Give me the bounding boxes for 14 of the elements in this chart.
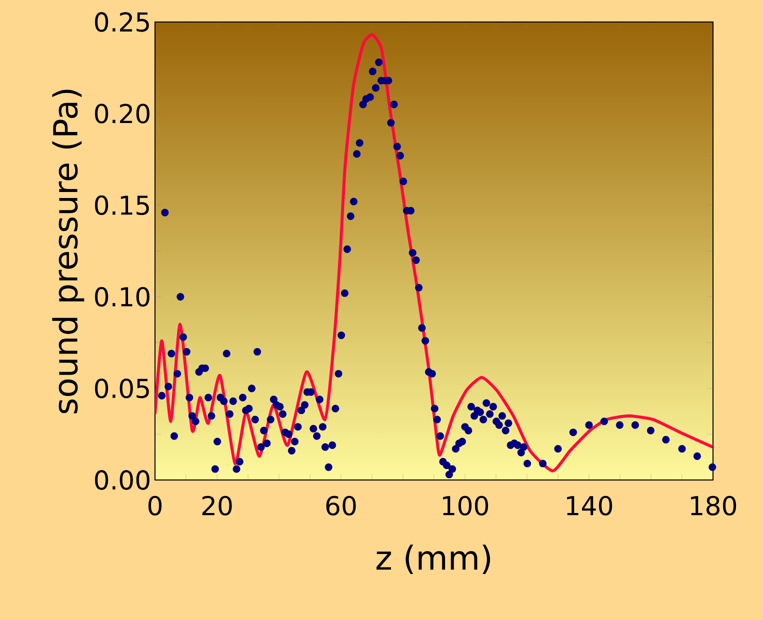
y-tick-label: 0.05 (95, 378, 149, 398)
y-tick-label: 0.00 (95, 470, 150, 490)
y-tick-label: 0.15 (95, 195, 149, 216)
x-tick-label: 0 (148, 496, 162, 516)
y-tick-label: 0.25 (95, 12, 149, 32)
y-tick-label: 0.10 (95, 286, 150, 307)
x-tick-label: 180 (691, 496, 736, 516)
y-axis-title: sound pressure (Pa) (52, 90, 84, 414)
x-tick-label: 60 (326, 496, 356, 516)
x-tick-label: 100 (443, 496, 488, 516)
y-tick-label: 0.20 (95, 104, 150, 124)
x-tick-label: 20 (202, 496, 232, 516)
x-axis-title: z (mm) (376, 544, 490, 574)
x-tick-label: 140 (567, 496, 612, 516)
